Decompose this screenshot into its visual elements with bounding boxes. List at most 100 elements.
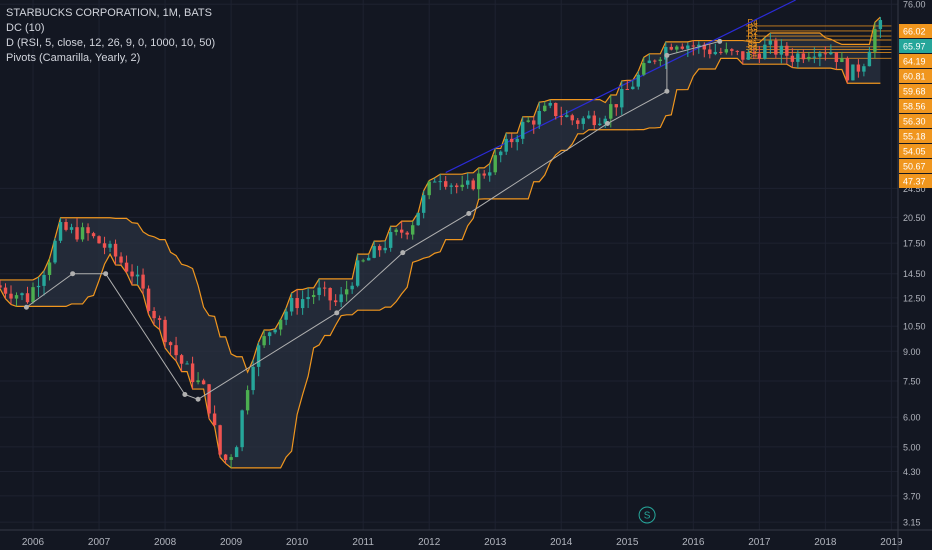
candle-body [636, 74, 640, 87]
s-marker-label: S [644, 511, 651, 522]
legend-pivots[interactable]: Pivots (Camarilla, Yearly, 2) [6, 52, 141, 64]
divergence-point [664, 88, 670, 94]
candle-body [80, 227, 85, 240]
candle-body [774, 40, 778, 55]
candle-body [702, 44, 707, 50]
candle-body [394, 229, 398, 233]
x-tick-label: 2008 [154, 537, 177, 548]
price-badge [899, 39, 932, 53]
price-badge-label: 59.68 [903, 87, 926, 97]
candle-body [554, 102, 558, 117]
candle-body [763, 44, 767, 59]
divergence-point [195, 396, 201, 402]
candle-body [212, 413, 217, 426]
candle-body [328, 288, 332, 301]
price-badge-label: 66.02 [903, 27, 926, 37]
price-badge [899, 69, 932, 83]
candle-body [521, 121, 525, 139]
candle-body [603, 118, 607, 124]
divergence-line [23, 38, 723, 402]
divergence-path [26, 40, 720, 400]
candle-body [466, 180, 470, 185]
legend-d[interactable]: D (RSI, 5, close, 12, 26, 9, 0, 1000, 10… [6, 37, 216, 49]
candle-body [724, 49, 729, 53]
price-badge-label: 58.56 [903, 102, 926, 112]
candle-body [190, 363, 195, 383]
candle-body [752, 52, 756, 54]
candle-body [234, 447, 239, 458]
y-tick-label: 9.00 [903, 347, 921, 357]
y-tick-label: 3.15 [903, 518, 921, 528]
channel-fill [0, 17, 881, 468]
divergence-point [604, 121, 610, 127]
candle-body [372, 246, 376, 258]
candle-body [460, 184, 464, 188]
candle-body [91, 233, 96, 237]
candle-body [0, 285, 2, 288]
x-tick-label: 2019 [880, 537, 903, 548]
candle-body [64, 222, 68, 230]
candle-body [834, 52, 839, 63]
candle-body [669, 46, 674, 50]
candle-body [196, 380, 200, 383]
divergence-point [400, 250, 406, 256]
candle-body [620, 89, 624, 108]
x-tick-label: 2006 [22, 537, 45, 548]
candle-body [36, 285, 41, 288]
candle-body [69, 227, 74, 230]
candle-body [493, 155, 497, 173]
candle-body [388, 232, 393, 248]
candle-body [284, 311, 288, 320]
candle-body [741, 51, 745, 60]
candle-body [163, 319, 167, 343]
candle-body [790, 55, 795, 62]
candle-body [713, 51, 718, 55]
candle-body [157, 318, 162, 320]
legend-title[interactable]: STARBUCKS CORPORATION, 1M, BATS [6, 7, 212, 19]
channel-upper [0, 16, 881, 374]
candle-body [746, 52, 751, 60]
candle-body [801, 53, 806, 60]
pivot-label: S4 [747, 50, 757, 59]
candle-body [796, 53, 800, 62]
candle-body [86, 227, 90, 234]
candle-body [53, 240, 57, 263]
candle-body [322, 287, 327, 289]
candle-body [443, 181, 448, 187]
candle-body [410, 225, 415, 235]
candle-body [399, 229, 404, 233]
candle-body [878, 20, 883, 30]
candle-body [823, 53, 828, 55]
grid [0, 0, 898, 530]
x-tick-label: 2017 [748, 537, 771, 548]
price-badge [899, 54, 932, 68]
candle-body [427, 181, 431, 196]
candle-body [361, 260, 365, 262]
candle-body [113, 243, 118, 257]
candle-body [653, 60, 657, 62]
candle-body [207, 384, 211, 414]
candle-body [675, 46, 679, 50]
legend-dc[interactable]: DC (10) [6, 22, 45, 34]
candle-body [587, 115, 591, 119]
x-tick-label: 2010 [286, 537, 309, 548]
candle-body [75, 227, 79, 240]
candles [0, 17, 883, 468]
candle-body [42, 274, 46, 286]
candle-body [146, 288, 151, 311]
candle-body [845, 58, 850, 81]
candle-body [432, 181, 437, 183]
x-tick-label: 2007 [88, 537, 111, 548]
divergence-point [717, 38, 723, 44]
candle-body [300, 299, 305, 309]
candle-body [581, 118, 585, 124]
candle-body [9, 293, 13, 299]
candle-body [229, 457, 233, 460]
candle-body [757, 53, 762, 59]
divergence-point [23, 304, 29, 310]
price-badge [899, 159, 932, 173]
x-tick-label: 2014 [550, 537, 573, 548]
candle-body [438, 181, 442, 183]
